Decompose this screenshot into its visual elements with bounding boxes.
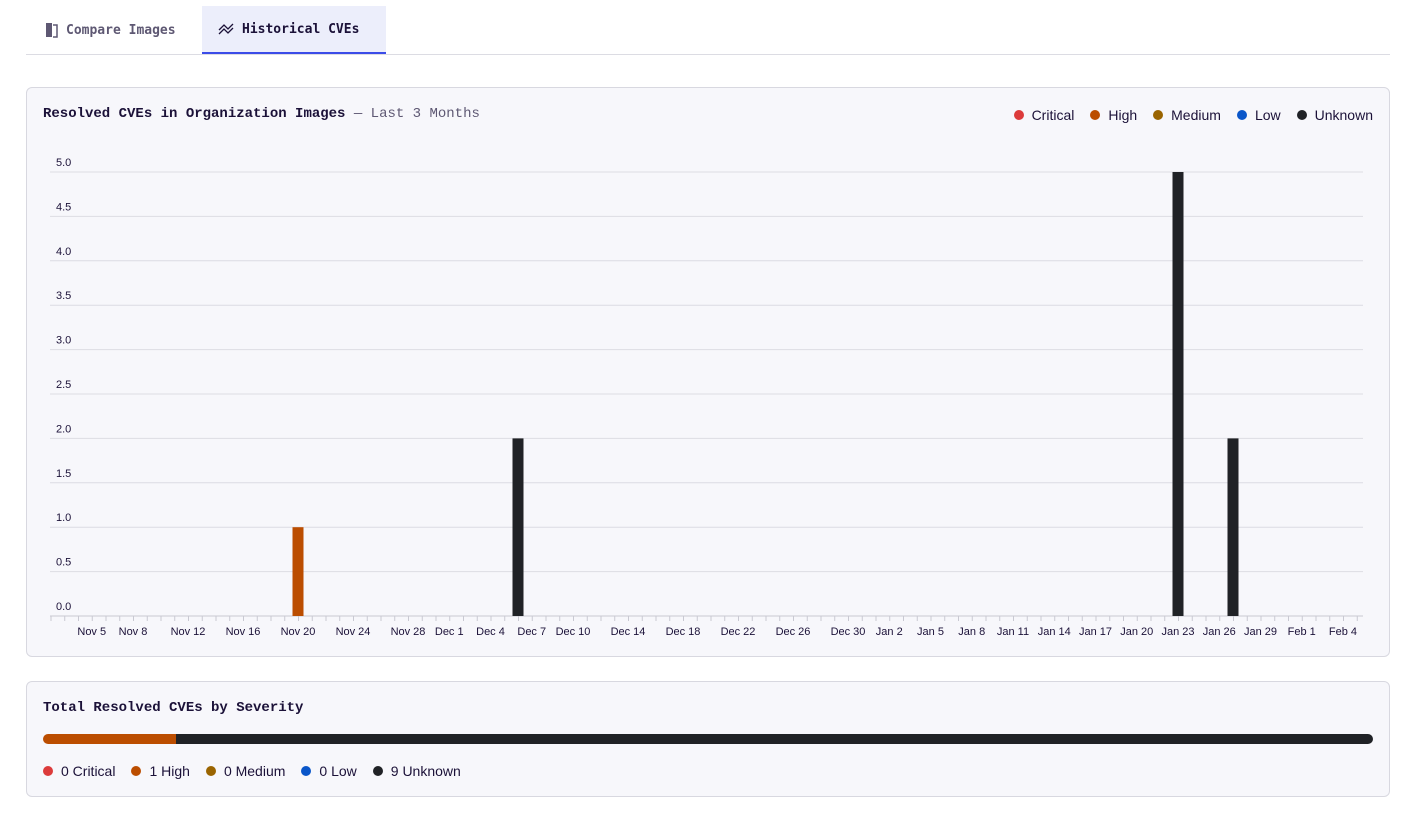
bar-unknown-jan-23 (1172, 172, 1184, 616)
y-tick-label: 2.5 (56, 379, 71, 391)
total-label: 0 Critical (61, 763, 116, 779)
x-tick-label: Jan 20 (1120, 626, 1153, 638)
x-tick-label: Nov 20 (281, 626, 316, 638)
compare-images-icon (46, 23, 58, 38)
chart-title-text: Resolved CVEs in Organization Images (43, 106, 346, 122)
chart-legend: Critical High Medium Low Unknown (1013, 107, 1373, 123)
y-tick-label: 4.0 (56, 246, 71, 258)
bar-unknown-jan-27 (1227, 438, 1239, 616)
legend-label: Low (1254, 107, 1281, 123)
legend-dot-icon (1153, 110, 1164, 120)
severity-dot-icon (205, 766, 216, 776)
legend-item-unknown[interactable]: Unknown (1296, 107, 1373, 123)
severity-distribution-bar (43, 734, 1373, 744)
total-label: 0 Medium (223, 763, 286, 779)
legend-item-low[interactable]: Low (1236, 107, 1281, 123)
x-tick-label: Jan 29 (1244, 626, 1277, 638)
total-critical: 0 Critical (43, 763, 115, 779)
y-tick-label: 1.0 (56, 512, 71, 524)
y-tick-label: 4.5 (56, 201, 71, 213)
total-low: 0 Low (301, 763, 357, 779)
total-unknown: 9 Unknown (372, 763, 461, 779)
legend-dot-icon (1013, 110, 1024, 120)
severity-dot-icon (43, 766, 53, 776)
severity-dot-icon (301, 766, 312, 776)
x-tick-label: Jan 14 (1038, 626, 1071, 638)
legend-label: Critical (1031, 107, 1075, 123)
bar-high-nov-20 (292, 527, 304, 616)
total-label: 1 High (149, 763, 190, 779)
chart-subtitle: — Last 3 Months (353, 106, 480, 122)
tab-bar: Compare Images Historical CVEs (26, 6, 1390, 55)
total-label: 0 Low (319, 763, 357, 779)
x-tick-label: Dec 22 (721, 626, 756, 638)
legend-label: Medium (1171, 107, 1221, 123)
x-tick-label: Dec 1 (435, 626, 464, 638)
tab-label: Historical CVEs (242, 21, 360, 37)
x-tick-label: Jan 23 (1161, 626, 1194, 638)
history-chart-card: Resolved CVEs in Organization Images — L… (26, 87, 1390, 657)
tab-historical-cves[interactable]: Historical CVEs (202, 6, 386, 54)
x-tick-label: Nov 12 (171, 626, 206, 638)
x-tick-label: Nov 8 (119, 626, 148, 638)
legend-dot-icon (1236, 110, 1247, 120)
x-tick-label: Nov 16 (226, 626, 261, 638)
totals-legend: 0 Critical 1 High 0 Medium 0 Low 9 Unknown (43, 763, 461, 779)
total-medium: 0 Medium (205, 763, 286, 779)
severity-totals-card: Total Resolved CVEs by Severity 0 Critic… (26, 681, 1390, 797)
legend-dot-icon (1296, 110, 1307, 120)
total-high: 1 High (131, 763, 190, 779)
y-tick-label: 0.5 (56, 557, 71, 569)
x-tick-label: Jan 11 (997, 626, 1029, 638)
severity-dot-icon (372, 766, 383, 776)
x-tick-label: Dec 14 (611, 626, 646, 638)
x-tick-label: Feb 4 (1329, 626, 1357, 638)
x-tick-label: Jan 5 (917, 626, 944, 638)
y-tick-label: 3.5 (56, 290, 71, 302)
y-tick-label: 2.0 (56, 423, 71, 435)
x-tick-label: Dec 7 (517, 626, 546, 638)
y-tick-label: 1.5 (56, 468, 71, 480)
trend-chart-icon (218, 23, 234, 35)
bar-chart: 0.0 0.5 1.0 1.5 2.0 2.5 3.0 3.5 4.0 4.5 5.0 Nov 5 No… (50, 157, 1363, 638)
x-tick-label: Dec 30 (831, 626, 866, 638)
severity-dot-icon (131, 766, 142, 776)
legend-dot-icon (1090, 110, 1101, 120)
legend-item-medium[interactable]: Medium (1153, 107, 1221, 123)
chart-title: Resolved CVEs in Organization Images — L… (43, 106, 480, 122)
x-tick-label: Nov 5 (77, 626, 106, 638)
tab-compare-images[interactable]: Compare Images (28, 6, 192, 54)
severity-segment-high (43, 734, 176, 744)
y-tick-label: 5.0 (56, 157, 71, 169)
x-tick-label: Nov 24 (336, 626, 371, 638)
x-tick-label: Dec 4 (476, 626, 505, 638)
bar-unknown-dec-6 (512, 438, 524, 616)
y-tick-label: 3.0 (56, 335, 71, 347)
x-tick-label: Nov 28 (391, 626, 426, 638)
x-tick-label: Dec 10 (556, 626, 591, 638)
x-tick-label: Jan 17 (1079, 626, 1112, 638)
legend-label: High (1108, 107, 1138, 123)
totals-title: Total Resolved CVEs by Severity (43, 700, 304, 716)
x-tick-label: Jan 2 (876, 626, 903, 638)
x-tick-label: Dec 18 (666, 626, 701, 638)
total-label: 9 Unknown (390, 763, 461, 779)
y-tick-label: 0.0 (56, 601, 71, 613)
x-tick-label: Jan 26 (1203, 626, 1236, 638)
severity-segment-unknown (176, 734, 1373, 744)
x-tick-label: Feb 1 (1288, 626, 1316, 638)
legend-item-critical[interactable]: Critical (1013, 107, 1075, 123)
x-tick-label: Dec 26 (776, 626, 811, 638)
x-tick-label: Jan 8 (958, 626, 985, 638)
legend-label: Unknown (1314, 107, 1373, 123)
tab-label: Compare Images (66, 22, 176, 38)
legend-item-high[interactable]: High (1090, 107, 1137, 123)
